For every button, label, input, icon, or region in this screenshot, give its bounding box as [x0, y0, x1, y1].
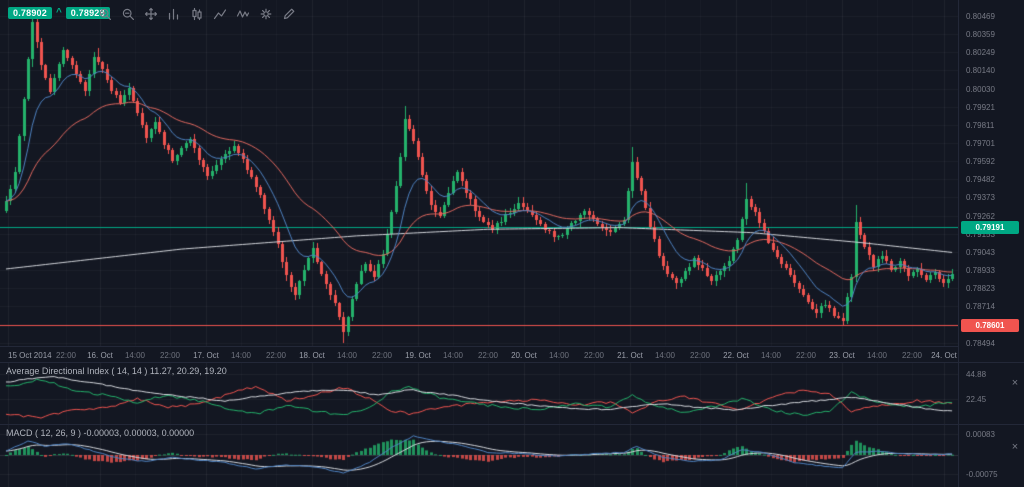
macd-axis-label: -0.00075 [966, 470, 998, 480]
time-tick-label: 22:00 [371, 351, 393, 360]
time-tick-label: 22:00 [583, 351, 605, 360]
price-tick-label: 0.79153 [966, 229, 995, 239]
time-tick-label: 14:00 [230, 351, 252, 360]
pencil-icon [283, 8, 295, 20]
adx-indicator-title[interactable]: Average Directional Index ( 14, 14 ) 11.… [6, 366, 227, 376]
time-tick-label: 14:00 [654, 351, 676, 360]
pane-separator [0, 362, 1024, 363]
price-tick-label: 0.80140 [966, 66, 995, 76]
pane-separator [0, 424, 1024, 425]
line-chart-type-button[interactable] [211, 6, 229, 22]
time-tick-label: 22:00 [55, 351, 77, 360]
adx-indicator-canvas[interactable] [0, 362, 958, 424]
time-tick-label: 16. Oct [87, 351, 113, 360]
time-tick-label: 22:00 [159, 351, 181, 360]
price-chart-canvas[interactable] [0, 0, 958, 346]
time-tick-label: 22:00 [689, 351, 711, 360]
time-tick-label: 21. Oct [617, 351, 643, 360]
time-tick-label: 17. Oct [193, 351, 219, 360]
indicators-button[interactable] [234, 6, 252, 22]
price-tick-label: 0.80249 [966, 48, 995, 58]
zoom-in-button[interactable] [96, 6, 114, 22]
time-tick-label: 22:00 [477, 351, 499, 360]
quote-bar: 0.78902 ^ 0.78928 [8, 7, 110, 19]
price-tick-label: 0.80359 [966, 30, 995, 40]
price-tick-label: 0.79921 [966, 102, 995, 112]
adx-close-button[interactable]: × [1011, 377, 1019, 389]
time-tick-label: 24. Oct [931, 351, 957, 360]
bid-price-badge: 0.78902 [8, 7, 52, 19]
price-tick-label: 0.79811 [966, 120, 995, 130]
price-tick-label: 0.79482 [966, 175, 995, 185]
zoom-out-icon [122, 8, 134, 20]
time-tick-label: 22:00 [265, 351, 287, 360]
zoom-in-icon [99, 8, 111, 20]
macd-indicator-canvas[interactable] [0, 424, 958, 487]
adx-axis-label: 44.88 [966, 370, 987, 380]
time-axis[interactable]: 15 Oct 2014 22:00 16. Oct 14:00 22:00 17. Oct… [0, 346, 958, 363]
time-tick-label: 22. Oct [723, 351, 749, 360]
bar-chart-type-button[interactable] [165, 6, 183, 22]
current-price-badge: 0.79191 [961, 221, 1019, 235]
price-tick-label: 0.79592 [966, 157, 995, 167]
indicators-icon [236, 10, 250, 18]
price-tick-label: 0.79373 [966, 193, 995, 203]
time-tick-label: 14:00 [548, 351, 570, 360]
time-tick-label: 14:00 [866, 351, 888, 360]
settings-button[interactable] [257, 6, 275, 22]
price-tick-label: 0.79043 [966, 247, 995, 257]
time-tick-label: 14:00 [442, 351, 464, 360]
up-caret-icon: ^ [55, 7, 62, 18]
move-button[interactable] [142, 6, 160, 22]
time-tick-label: 22:00 [901, 351, 923, 360]
zoom-out-button[interactable] [119, 6, 137, 22]
time-tick-label: 14:00 [336, 351, 358, 360]
price-tick-label: 0.80469 [966, 12, 995, 21]
line-chart-icon [213, 9, 227, 20]
time-tick-label: 19. Oct [405, 351, 431, 360]
chart-toolbar [96, 6, 298, 22]
adx-axis-label: 22.45 [966, 395, 987, 405]
candlestick-type-button[interactable] [188, 6, 206, 22]
ask-price-badge: 0.78928 [65, 7, 110, 19]
level-price-badge: 0.78601 [961, 319, 1019, 333]
time-tick-label: 20. Oct [511, 351, 537, 360]
time-tick-label: 14:00 [124, 351, 146, 360]
price-tick-label: 0.78494 [966, 338, 995, 348]
time-tick-label: 22:00 [795, 351, 817, 360]
macd-close-button[interactable]: × [1011, 441, 1019, 453]
gear-icon [260, 8, 272, 20]
time-tick-label: 15 Oct 2014 [8, 351, 52, 360]
price-tick-label: 0.78933 [966, 266, 995, 276]
time-tick-label: 23. Oct [829, 351, 855, 360]
bar-chart-icon [168, 8, 179, 20]
price-scale-axis[interactable]: 0.79191 0.78601 × × 0.80469 0.80359 0.8024… [958, 0, 1024, 487]
price-tick-label: 0.79262 [966, 211, 995, 221]
move-icon [144, 7, 158, 21]
price-tick-label: 0.80030 [966, 84, 995, 94]
macd-indicator-title[interactable]: MACD ( 12, 26, 9 ) -0.00003, 0.00003, 0.… [6, 428, 195, 438]
candlestick-icon [192, 7, 202, 21]
price-tick-label: 0.78823 [966, 284, 995, 294]
draw-button[interactable] [280, 6, 298, 22]
time-tick-label: 14:00 [760, 351, 782, 360]
time-tick-label: 18. Oct [299, 351, 325, 360]
price-tick-label: 0.78714 [966, 302, 995, 312]
price-tick-label: 0.79701 [966, 139, 995, 149]
macd-axis-label: 0.00083 [966, 429, 995, 439]
